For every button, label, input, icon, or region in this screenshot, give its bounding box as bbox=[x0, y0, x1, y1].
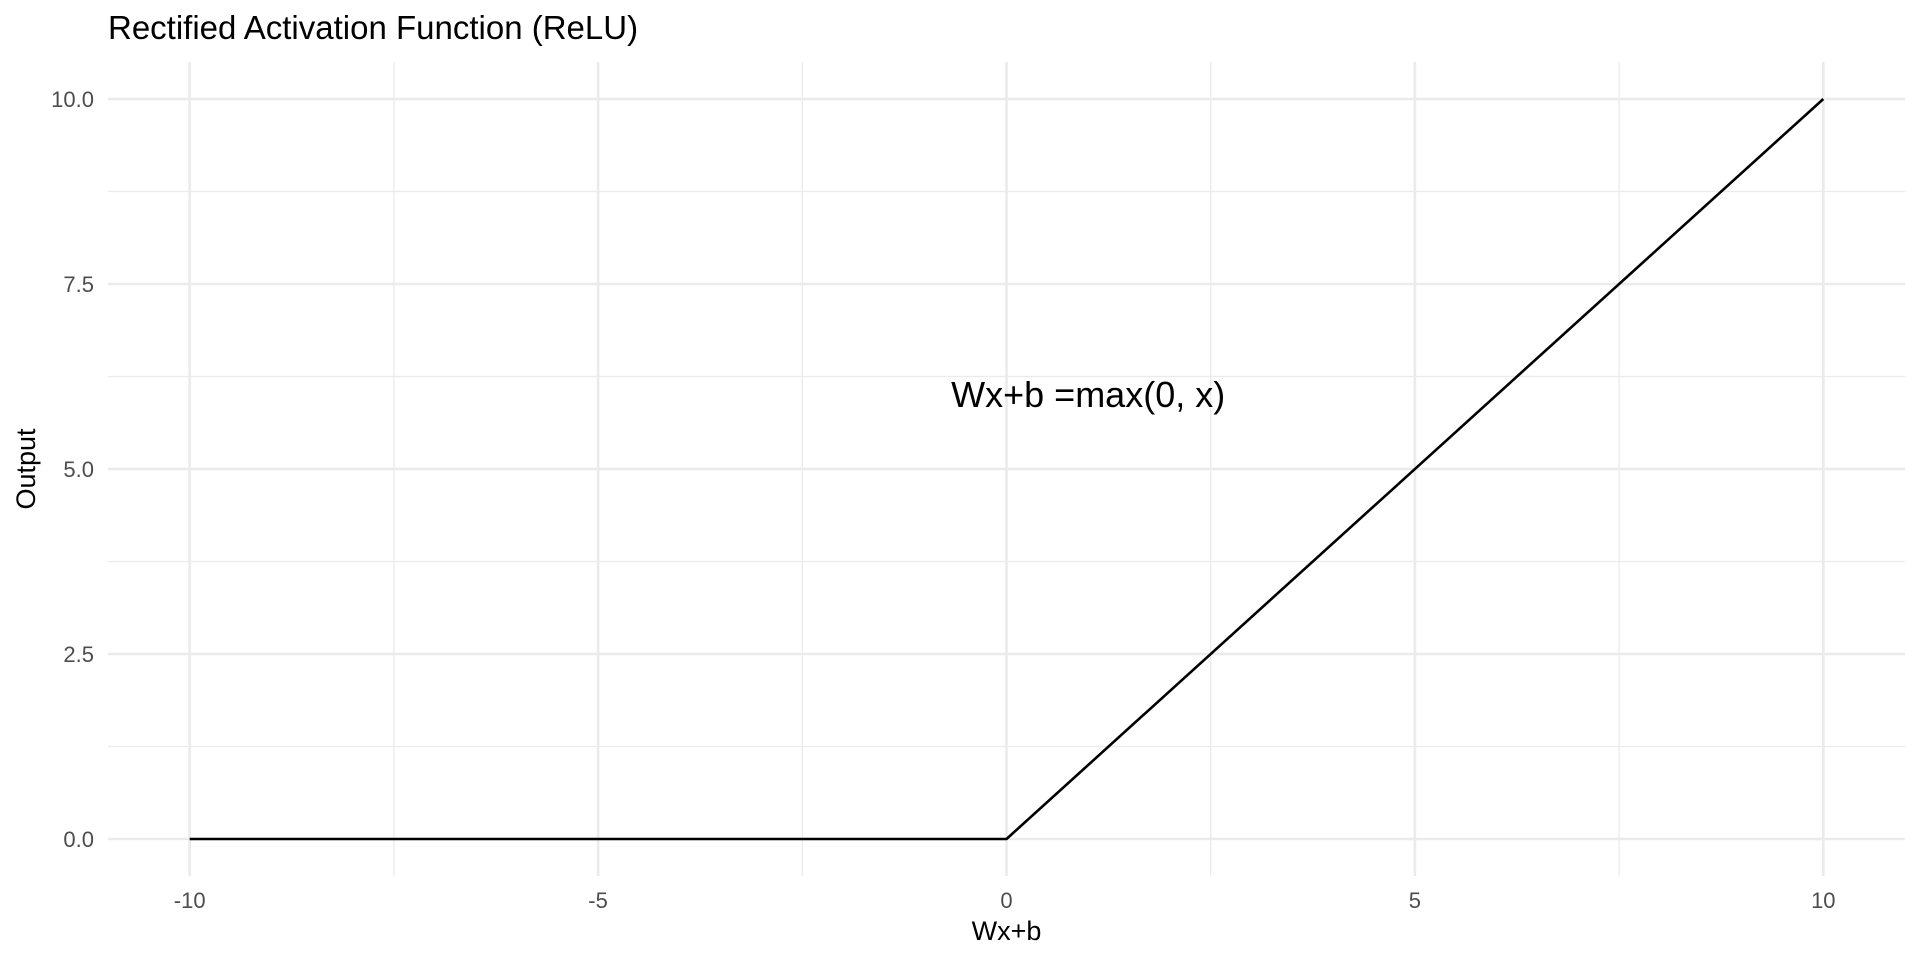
x-tick-label: 10 bbox=[1811, 888, 1835, 913]
x-tick-label: -10 bbox=[174, 888, 206, 913]
annotation-layer: Wx+b =max(0, x) bbox=[951, 374, 1225, 415]
y-tick-label: 10.0 bbox=[51, 87, 94, 112]
series-layer bbox=[189, 98, 1825, 841]
y-tick-label: 7.5 bbox=[63, 272, 94, 297]
formula-annotation: Wx+b =max(0, x) bbox=[951, 374, 1225, 415]
y-tick-label: 5.0 bbox=[63, 457, 94, 482]
y-tick-label: 2.5 bbox=[63, 642, 94, 667]
x-tick-label: 5 bbox=[1409, 888, 1421, 913]
y-tick-labels: 0.0 2.5 5.0 7.5 10.0 bbox=[51, 87, 94, 852]
chart-title: Rectified Activation Function (ReLU) bbox=[108, 9, 638, 46]
x-tick-label: -5 bbox=[588, 888, 608, 913]
relu-line bbox=[189, 98, 1825, 841]
x-tick-label: 0 bbox=[1000, 888, 1012, 913]
x-tick-labels: -10 -5 0 5 10 bbox=[174, 888, 1836, 913]
y-axis-title: Output bbox=[11, 428, 41, 510]
x-axis-title: Wx+b bbox=[972, 916, 1042, 946]
y-tick-label: 0.0 bbox=[63, 827, 94, 852]
